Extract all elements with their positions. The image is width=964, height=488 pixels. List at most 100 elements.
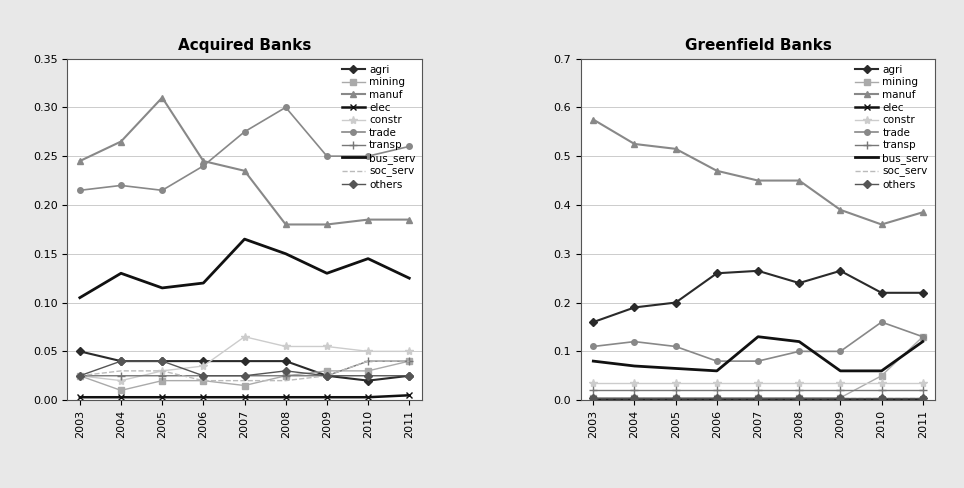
transp [917, 387, 928, 393]
agri [711, 270, 723, 276]
others [74, 373, 86, 379]
Line: agri: agri [591, 268, 925, 325]
Line: others: others [77, 358, 412, 379]
others [116, 358, 127, 364]
constr [116, 378, 127, 384]
trade [116, 183, 127, 188]
transp [116, 373, 127, 379]
transp [156, 373, 168, 379]
bus_serv [711, 368, 723, 374]
bus_serv [875, 368, 887, 374]
constr [711, 380, 723, 386]
constr [629, 380, 640, 386]
manuf [629, 141, 640, 147]
soc_serv [156, 368, 168, 374]
agri [156, 358, 168, 364]
transp [752, 387, 763, 393]
others [875, 395, 887, 401]
mining [198, 378, 209, 384]
constr [835, 380, 846, 386]
Line: bus_serv: bus_serv [80, 239, 410, 298]
agri [404, 373, 415, 379]
transp [835, 387, 846, 393]
trade [74, 187, 86, 193]
elec [198, 394, 209, 400]
Line: transp: transp [75, 357, 414, 380]
others [670, 395, 682, 401]
others [629, 395, 640, 401]
manuf [917, 209, 928, 215]
bus_serv [793, 339, 805, 345]
elec [116, 394, 127, 400]
bus_serv [835, 368, 846, 374]
elec [156, 394, 168, 400]
manuf [198, 158, 209, 164]
trade [198, 163, 209, 169]
agri [239, 358, 251, 364]
elec [280, 394, 291, 400]
bus_serv [280, 251, 291, 257]
Line: manuf: manuf [590, 116, 926, 228]
others [587, 395, 599, 401]
constr [74, 373, 86, 379]
mining [239, 383, 251, 388]
elec [875, 396, 887, 402]
mining [670, 395, 682, 401]
constr [793, 380, 805, 386]
bus_serv [752, 334, 763, 340]
manuf [752, 178, 763, 183]
trade [629, 339, 640, 345]
manuf [280, 222, 291, 227]
manuf [875, 222, 887, 227]
trade [670, 344, 682, 349]
manuf [670, 146, 682, 152]
transp [198, 373, 209, 379]
others [321, 373, 333, 379]
manuf [587, 117, 599, 122]
soc_serv [917, 395, 928, 401]
agri [362, 378, 374, 384]
others [404, 373, 415, 379]
agri [74, 348, 86, 354]
manuf [362, 217, 374, 223]
Line: trade: trade [591, 319, 925, 364]
bus_serv [74, 295, 86, 301]
Legend: agri, mining, manuf, elec, constr, trade, transp, bus_serv, soc_serv, others: agri, mining, manuf, elec, constr, trade… [851, 61, 933, 194]
bus_serv [670, 366, 682, 371]
Legend: agri, mining, manuf, elec, constr, trade, transp, bus_serv, soc_serv, others: agri, mining, manuf, elec, constr, trade… [337, 61, 419, 194]
others [917, 395, 928, 401]
others [793, 395, 805, 401]
soc_serv [793, 395, 805, 401]
mining [74, 373, 86, 379]
agri [198, 358, 209, 364]
constr [156, 368, 168, 374]
mining [587, 395, 599, 401]
constr [752, 380, 763, 386]
elec [362, 394, 374, 400]
mining [835, 395, 846, 401]
bus_serv [917, 339, 928, 345]
mining [793, 395, 805, 401]
soc_serv [280, 378, 291, 384]
bus_serv [198, 280, 209, 286]
bus_serv [629, 363, 640, 369]
soc_serv [835, 395, 846, 401]
trade [793, 348, 805, 354]
manuf [404, 217, 415, 223]
manuf [711, 168, 723, 174]
constr [198, 363, 209, 369]
Line: others: others [591, 395, 925, 401]
soc_serv [404, 358, 415, 364]
agri [280, 358, 291, 364]
soc_serv [74, 373, 86, 379]
constr [362, 348, 374, 354]
others [280, 368, 291, 374]
manuf [835, 207, 846, 213]
agri [629, 305, 640, 310]
trade [321, 153, 333, 159]
manuf [239, 168, 251, 174]
agri [752, 268, 763, 274]
trade [835, 348, 846, 354]
Title: Greenfield Banks: Greenfield Banks [684, 38, 832, 53]
trade [752, 358, 763, 364]
